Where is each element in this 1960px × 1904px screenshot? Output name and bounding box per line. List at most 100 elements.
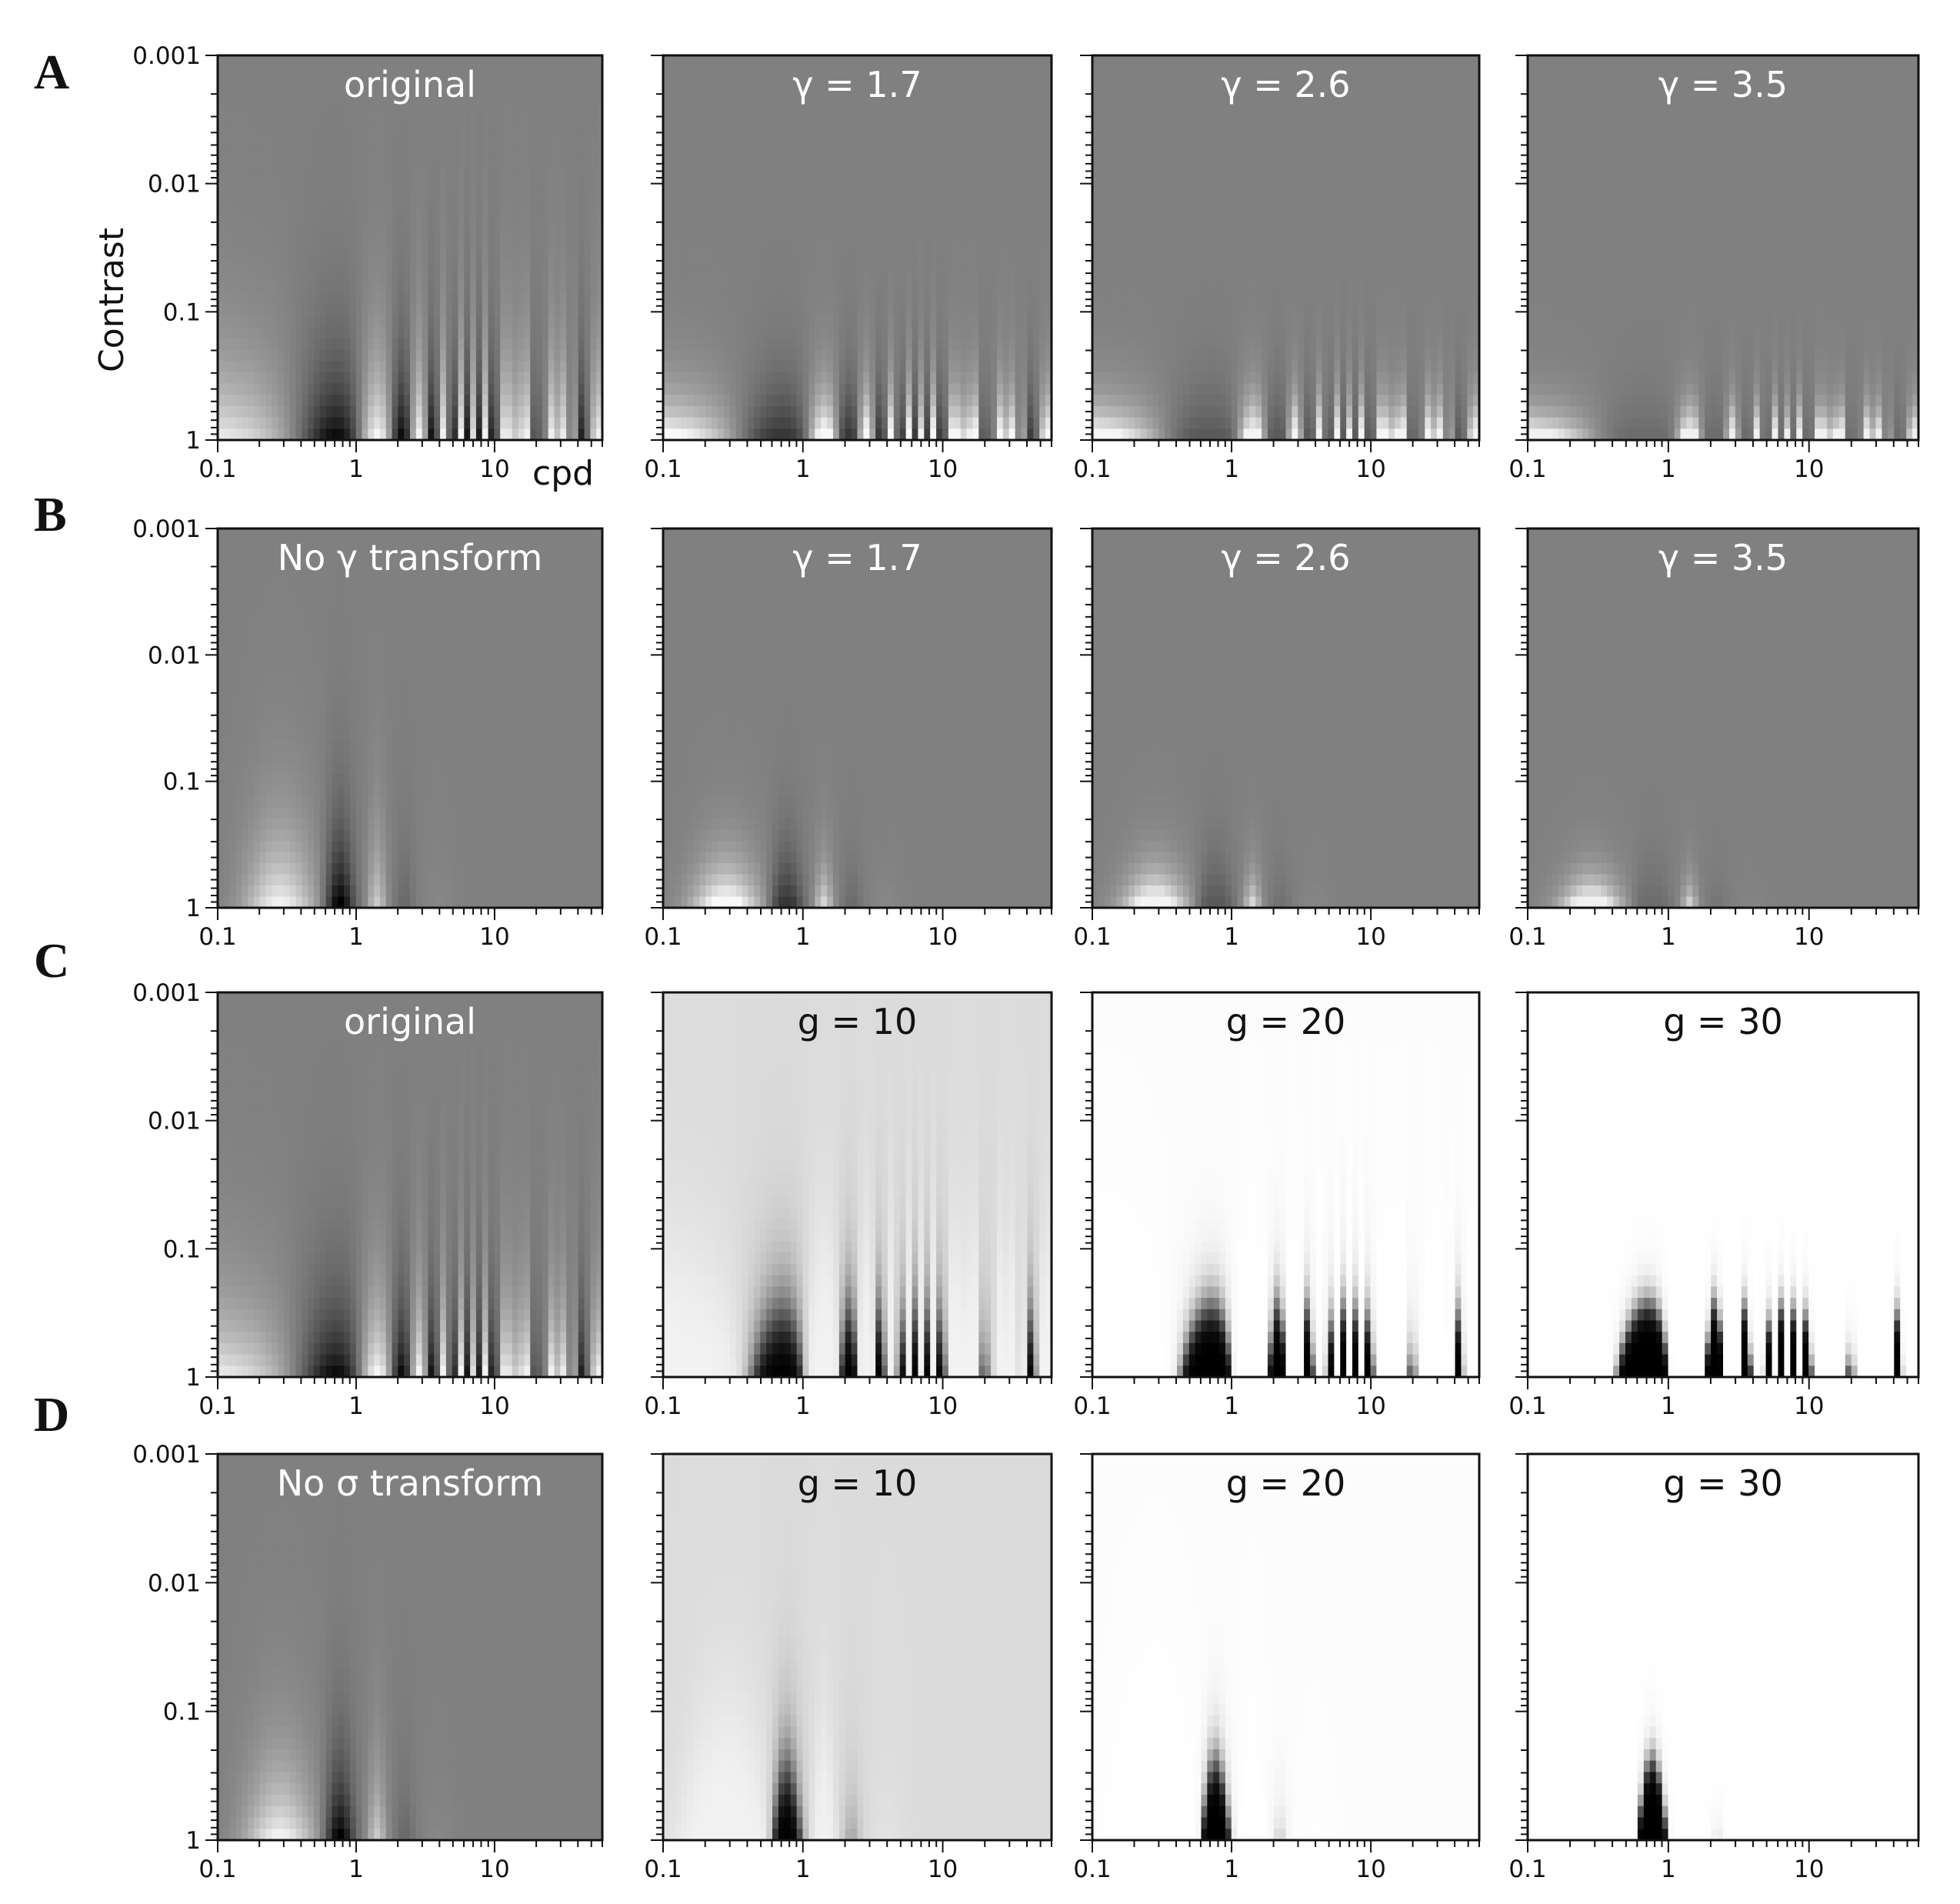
heatmap-cell: [248, 191, 254, 202]
heatmap-cell: [669, 101, 675, 112]
heatmap-cell: [566, 372, 572, 384]
heatmap-cell: [368, 157, 374, 168]
heatmap-cell: [410, 146, 416, 158]
heatmap-cell: [470, 406, 476, 418]
heatmap-cell: [266, 282, 272, 293]
heatmap-cell: [272, 168, 278, 180]
heatmap-cell: [464, 428, 470, 440]
heatmap-cell: [730, 78, 736, 89]
heatmap-cell: [422, 146, 428, 158]
heatmap-cell: [326, 282, 332, 293]
heatmap-cell: [362, 406, 368, 418]
heatmap-cell: [718, 101, 724, 112]
heatmap-cell: [712, 55, 718, 67]
heatmap-cell: [518, 146, 525, 158]
heatmap-cell: [356, 418, 362, 429]
heatmap-cell: [344, 270, 350, 282]
heatmap-cell: [338, 270, 344, 282]
row-letter-d: D: [34, 1387, 69, 1442]
heatmap-cell: [585, 214, 591, 225]
heatmap-cell: [470, 225, 476, 237]
heatmap-cell: [235, 123, 242, 135]
heatmap-cell: [320, 67, 326, 78]
heatmap-cell: [428, 225, 434, 237]
heatmap-cell: [833, 112, 839, 124]
heatmap-cell: [374, 236, 380, 248]
heatmap-cell: [942, 112, 948, 124]
heatmap-cell: [314, 225, 320, 237]
heatmap-cell: [542, 89, 548, 101]
heatmap-cell: [332, 418, 338, 429]
heatmap-cell: [536, 418, 542, 429]
heatmap-cell: [488, 112, 495, 124]
heatmap-cell: [524, 305, 530, 316]
heatmap-cell: [356, 395, 362, 406]
heatmap-cell: [422, 406, 428, 418]
heatmap-cell: [494, 406, 500, 418]
heatmap-cell: [572, 89, 578, 101]
heatmap-cell: [224, 293, 230, 305]
heatmap-cell: [308, 135, 314, 146]
heatmap-cell: [852, 112, 858, 124]
heatmap-cell: [362, 327, 368, 338]
heatmap-cell: [712, 78, 718, 89]
heatmap-cell: [308, 270, 314, 282]
heatmap-cell: [585, 180, 591, 192]
heatmap-cell: [518, 135, 525, 146]
heatmap-cell: [235, 338, 242, 350]
heatmap-cell: [446, 135, 452, 146]
heatmap-cell: [548, 361, 555, 372]
heatmap-cell: [766, 112, 772, 124]
heatmap-cell: [392, 259, 398, 271]
heatmap-cell: [458, 282, 465, 293]
heatmap-cell: [512, 248, 518, 259]
heatmap-cell: [548, 225, 555, 237]
heatmap-cell: [398, 112, 404, 124]
heatmap-cell: [548, 293, 555, 305]
heatmap-cell: [326, 101, 332, 112]
heatmap-cell: [536, 349, 542, 361]
heatmap-cell: [326, 191, 332, 202]
heatmap-cell: [284, 349, 290, 361]
heatmap-cell: [416, 270, 422, 282]
heatmap-cell: [699, 78, 705, 89]
heatmap-cell: [224, 406, 230, 418]
heatmap-cell: [542, 101, 548, 112]
heatmap-cell: [482, 78, 488, 89]
heatmap-cell: [452, 191, 458, 202]
heatmap-cell: [224, 327, 230, 338]
heatmap-cell: [506, 89, 512, 101]
heatmap-cell: [590, 78, 596, 89]
heatmap-cell: [585, 293, 591, 305]
heatmap-cell: [560, 146, 566, 158]
heatmap-cell: [235, 406, 242, 418]
heatmap-cell: [308, 418, 314, 429]
heatmap-cell: [350, 428, 356, 440]
heatmap-cell: [392, 157, 398, 168]
heatmap-cell: [560, 372, 566, 384]
heatmap-cell: [542, 112, 548, 124]
heatmap-cell: [555, 135, 561, 146]
heatmap-cell: [235, 395, 242, 406]
heatmap-cell: [518, 418, 525, 429]
heatmap-cell: [991, 78, 997, 89]
heatmap-cell: [338, 214, 344, 225]
heatmap-cell: [224, 225, 230, 237]
heatmap-cell: [230, 361, 236, 372]
heatmap-cell: [230, 418, 236, 429]
heatmap-cell: [314, 383, 320, 395]
heatmap-cell: [572, 135, 578, 146]
heatmap-cell: [308, 78, 314, 89]
heatmap-cell: [254, 282, 260, 293]
heatmap-cell: [296, 191, 302, 202]
heatmap-cell: [356, 315, 362, 327]
heatmap-cell: [374, 214, 380, 225]
heatmap-cell: [791, 123, 797, 135]
heatmap-cell: [590, 282, 596, 293]
heatmap-cell: [380, 349, 386, 361]
heatmap-cell: [416, 428, 422, 440]
heatmap-cell: [778, 55, 785, 67]
heatmap-cell: [476, 270, 482, 282]
heatmap-cell: [555, 270, 561, 282]
heatmap-cell: [500, 78, 506, 89]
